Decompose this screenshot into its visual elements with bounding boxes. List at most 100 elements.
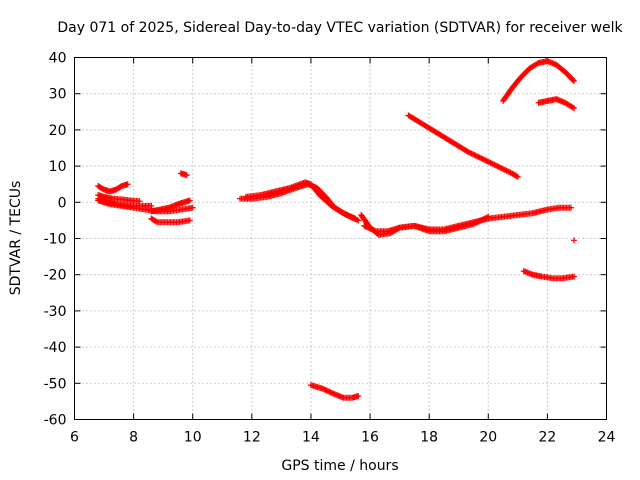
data-point [474, 219, 481, 226]
data-point [490, 161, 497, 168]
data-point [569, 104, 576, 111]
data-point [570, 77, 577, 84]
data-point [570, 105, 577, 112]
data-point [467, 149, 474, 156]
data-point [471, 151, 478, 158]
data-point [363, 224, 370, 231]
data-point [482, 215, 489, 222]
data-point [327, 389, 334, 396]
data-point [468, 150, 475, 157]
data-point [341, 210, 348, 217]
data-point [479, 155, 486, 162]
data-point [498, 165, 505, 172]
data-point [478, 155, 485, 162]
data-point [506, 169, 513, 176]
x-tick-label: 14 [302, 430, 320, 446]
data-point [464, 148, 471, 155]
data-point [475, 218, 482, 225]
data-point [352, 215, 359, 222]
x-tick-label: 6 [70, 430, 79, 446]
data-point [487, 159, 494, 166]
data-point [475, 153, 482, 160]
data-point [361, 222, 368, 229]
data-point [469, 151, 476, 158]
data-point [484, 158, 491, 165]
data-point [481, 215, 488, 222]
x-tick-label: 16 [361, 430, 379, 446]
data-point [370, 227, 377, 234]
data-point [321, 386, 328, 393]
data-point [473, 219, 480, 226]
data-point [568, 204, 575, 211]
data-point [186, 197, 193, 204]
x-tick-label: 8 [129, 430, 138, 446]
data-point [470, 221, 477, 228]
data-point [488, 160, 495, 167]
data-point [362, 223, 369, 230]
data-point [570, 237, 577, 244]
y-tick-label: -40 [44, 340, 67, 356]
data-point [153, 218, 160, 225]
data-point [183, 172, 190, 179]
data-point [345, 212, 352, 219]
data-point [513, 173, 520, 180]
data-point [494, 163, 501, 170]
data-point [366, 225, 373, 232]
y-tick-label: -10 [44, 232, 67, 248]
chart-title: Day 071 of 2025, Sidereal Day-to-day VTE… [57, 20, 623, 36]
y-tick-label: -20 [44, 268, 67, 284]
data-point [343, 211, 350, 218]
data-point [482, 157, 489, 164]
data-point [350, 214, 357, 221]
data-point [483, 157, 490, 164]
y-tick-label: -60 [44, 413, 67, 429]
data-point [355, 392, 362, 399]
data-point [344, 211, 351, 218]
data-point [492, 162, 499, 169]
data-point [477, 217, 484, 224]
data-point [369, 226, 376, 233]
y-axis-label: SDTVAR / TECUs [8, 181, 24, 296]
data-point [365, 224, 372, 231]
y-tick-label: 40 [49, 51, 67, 67]
plot-frame [74, 57, 607, 420]
data-point [124, 181, 131, 188]
x-axis-ticks: 6 8 10 12 14 16 18 20 22 24 [70, 57, 616, 446]
data-point [496, 164, 503, 171]
data-point [322, 386, 329, 393]
x-tick-label: 12 [243, 430, 261, 446]
data-point [347, 213, 354, 220]
y-tick-label: -30 [44, 304, 67, 320]
data-point [326, 388, 333, 395]
data-point [476, 154, 483, 161]
data-point [472, 152, 479, 159]
data-point [189, 204, 196, 211]
y-tick-label: 30 [49, 87, 67, 103]
data-point [491, 161, 498, 168]
data-point [340, 210, 347, 217]
data-point [499, 165, 506, 172]
y-tick-label: 10 [49, 159, 67, 175]
data-point [323, 387, 330, 394]
x-tick-label: 18 [420, 430, 438, 446]
data-point [348, 213, 355, 220]
data-point [325, 388, 332, 395]
data-point [478, 217, 485, 224]
x-tick-label: 24 [598, 430, 616, 446]
y-axis-ticks: -60 -50 -40 -30 -20 -10 0 10 20 30 40 [44, 51, 607, 429]
y-tick-label: -50 [44, 376, 67, 392]
data-point [471, 220, 478, 227]
data-point [486, 159, 493, 166]
data-point [502, 167, 509, 174]
grid-lines [74, 57, 607, 420]
data-point [465, 149, 472, 156]
data-point [186, 217, 193, 224]
data-points [95, 58, 577, 401]
data-point [473, 153, 480, 160]
data-point [570, 78, 577, 85]
data-point [570, 273, 577, 280]
data-point [367, 225, 374, 232]
x-tick-label: 22 [538, 430, 556, 446]
data-point [483, 214, 490, 221]
